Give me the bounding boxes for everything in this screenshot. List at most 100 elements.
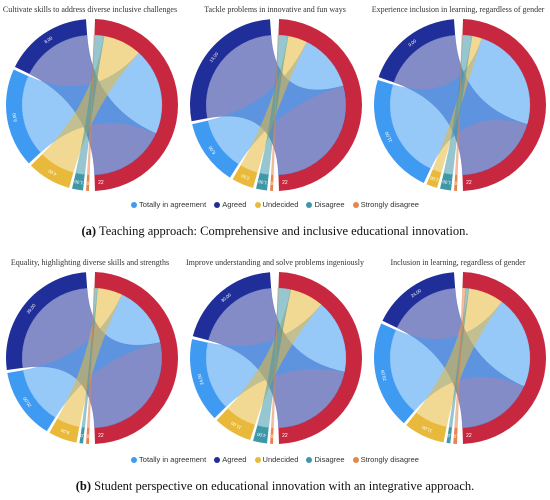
category-arc — [79, 427, 85, 444]
legend-dot — [352, 201, 359, 208]
target-arc — [94, 272, 178, 444]
category-arc — [86, 427, 90, 444]
target-value-label: 22 — [98, 433, 104, 439]
category-arc — [190, 339, 226, 419]
category-arc — [426, 169, 442, 188]
legend-label: Totally in agreement — [139, 200, 207, 209]
legend-label: Undecided — [262, 200, 299, 209]
category-value-label: 30,00 — [220, 292, 232, 303]
legend-item: Strongly disagree — [352, 200, 419, 209]
legend-label: Strongly disagree — [360, 200, 419, 209]
category-value-label: 1,00 — [442, 179, 452, 185]
caption-a: (a) Teaching approach: Comprehensive and… — [0, 224, 550, 239]
category-value-label: 9,00 — [407, 38, 417, 48]
category-arc — [378, 19, 456, 83]
chart-title-a3: Experience inclusion in learning, regard… — [371, 5, 545, 14]
category-value-label: 1,00 — [74, 179, 84, 185]
legend-label: Undecided — [262, 455, 299, 464]
category-arc — [440, 173, 453, 191]
category-value-label: 11,00 — [384, 131, 393, 143]
category-value-label: 1,00 — [77, 433, 87, 439]
category-arc — [232, 165, 258, 188]
chord-ribbon — [86, 34, 95, 176]
legend-b: Totally in agreement Agreed Undecided Di… — [0, 455, 550, 464]
legend-item: Strongly disagree — [352, 455, 419, 464]
legend-label: Strongly disagree — [360, 455, 419, 464]
category-value-label: 9,00 — [11, 112, 17, 122]
legend-item: Totally in agreement — [131, 200, 206, 209]
legend-dot — [214, 201, 221, 208]
category-value-label: 24,00 — [410, 288, 423, 299]
category-value-label: 8,00 — [60, 428, 70, 436]
legend-item: Undecided — [254, 200, 299, 209]
legend-dot — [352, 456, 359, 463]
category-arc — [374, 79, 431, 183]
legend-dot — [254, 201, 261, 208]
category-value-label: 1,00 — [258, 179, 268, 185]
target-value-label: 22 — [466, 180, 472, 186]
legend-dot — [254, 456, 261, 463]
category-arc — [86, 174, 90, 191]
chord-ribbon — [454, 287, 466, 429]
category-arc — [446, 427, 453, 444]
caption-b-text: Student perspective on educational innov… — [94, 479, 475, 493]
category-arc — [270, 427, 274, 444]
category-arc — [406, 412, 447, 443]
chart-title-a1: Cultivate skills to address diverse incl… — [2, 5, 178, 14]
category-value-label: 1,00 — [429, 175, 439, 183]
legend-a: Totally in agreement Agreed Undecided Di… — [0, 200, 550, 209]
category-value-label: 11,00 — [230, 420, 242, 430]
legend-item: Disagree — [306, 455, 345, 464]
legend-label: Disagree — [314, 200, 345, 209]
target-arc — [278, 19, 362, 191]
target-value-label: 22 — [466, 433, 472, 439]
chord-ribbon — [454, 34, 463, 176]
category-arc — [192, 120, 239, 178]
category-value-label: 29,00 — [380, 369, 387, 382]
legend-dot — [214, 456, 221, 463]
category-arc — [382, 272, 456, 328]
category-arc — [253, 425, 269, 444]
chord-ribbon — [270, 287, 279, 429]
category-value-label: 0 — [86, 434, 89, 439]
target-arc — [278, 272, 362, 444]
category-value-label: 13,00 — [208, 51, 219, 63]
caption-b: (b) Student perspective on educational i… — [0, 479, 550, 494]
legend-label: Agreed — [222, 455, 247, 464]
target-arc — [462, 19, 546, 191]
category-arc — [256, 173, 269, 191]
caption-a-text: Teaching approach: Comprehensive and inc… — [98, 224, 469, 238]
category-arc — [30, 154, 74, 188]
target-value-label: 22 — [98, 180, 104, 186]
category-value-label: 8,00 — [43, 35, 53, 44]
legend-item: Undecided — [254, 455, 299, 464]
category-arc — [270, 174, 274, 191]
category-arc — [14, 19, 88, 74]
legend-item: Disagree — [306, 200, 345, 209]
legend-item: Agreed — [214, 200, 246, 209]
category-arc — [216, 408, 255, 441]
legend-dot — [131, 456, 138, 463]
category-arc — [6, 69, 41, 164]
category-arc — [373, 323, 415, 424]
target-arc — [462, 272, 546, 444]
legend-label: Disagree — [314, 455, 345, 464]
chart-title-b3: Inclusion in learning, regardless of gen… — [390, 258, 526, 267]
category-value-label: 0 — [270, 434, 273, 439]
chart-title-b1: Equality, highlighting diverse skills an… — [10, 258, 170, 267]
target-arc — [94, 19, 178, 191]
category-value-label: 24,00 — [197, 373, 205, 386]
chart-title-a2: Tackle problems in innovative and fun wa… — [204, 5, 346, 14]
category-value-label: 1,00 — [444, 432, 454, 438]
category-value-label: 0 — [454, 181, 457, 186]
category-arc — [49, 418, 80, 443]
category-value-label: 1,00 — [451, 433, 461, 439]
category-value-label: 6,00 — [207, 145, 216, 155]
caption-a-tag: (a) — [81, 224, 97, 238]
legend-dot — [306, 456, 313, 463]
category-value-label: 4,00 — [256, 432, 266, 439]
legend-dot — [131, 201, 138, 208]
